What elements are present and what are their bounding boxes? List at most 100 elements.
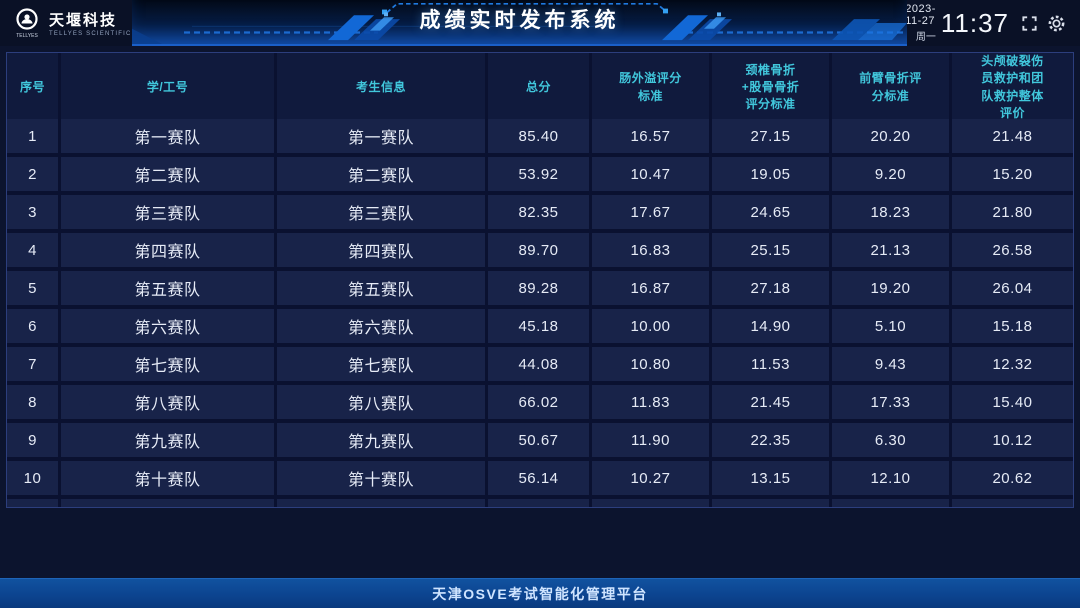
cell-seq: 4	[7, 233, 58, 267]
cell-head-injury: 26.58	[952, 233, 1073, 267]
col-header-bowel-spill: 肠外溢评分 标准	[592, 53, 709, 123]
cell-seq: 5	[7, 271, 58, 305]
table-row: 4 第四赛队 第四赛队 89.70 16.83 25.15 21.13 26.58	[7, 233, 1073, 267]
cell-cervical-femur: 13.15	[712, 461, 829, 495]
cell-total: 85.40	[488, 119, 589, 153]
cell-candidate: 第一赛队	[277, 119, 485, 153]
cell-seq: 10	[7, 461, 58, 495]
cell-bowel-spill: 10.00	[592, 309, 709, 343]
topbar: TELLYES 天堰科技 TELLYES SCIENTIFIC	[0, 0, 1080, 46]
cell-total: 53.92	[488, 157, 589, 191]
cell-seq: 3	[7, 195, 58, 229]
cell-bowel-spill	[592, 499, 709, 507]
cell-bowel-spill: 10.47	[592, 157, 709, 191]
score-table: 序号 学/工号 考生信息 总分 肠外溢评分 标准 颈椎骨折 +股骨骨折 评分标准…	[6, 52, 1074, 508]
fullscreen-icon[interactable]	[1021, 15, 1038, 32]
cell-total: 50.67	[488, 423, 589, 457]
logo-title: 天堰科技	[49, 12, 118, 29]
cell-id: 第十赛队	[61, 461, 274, 495]
table-header: 序号 学/工号 考生信息 总分 肠外溢评分 标准 颈椎骨折 +股骨骨折 评分标准…	[7, 53, 1073, 123]
table-row: 9 第九赛队 第九赛队 50.67 11.90 22.35 6.30 10.12	[7, 423, 1073, 457]
cell-forearm: 5.10	[832, 309, 949, 343]
cell-candidate: 第九赛队	[277, 423, 485, 457]
topbar-right: 2023-11-27 周一 11:37	[905, 0, 1080, 46]
svg-text:TELLYES: TELLYES	[16, 33, 38, 39]
date-label: 2023-11-27	[905, 3, 936, 27]
cell-forearm: 17.33	[832, 385, 949, 419]
settings-icon[interactable]	[1047, 14, 1066, 33]
cell-head-injury: 26.04	[952, 271, 1073, 305]
table-row: 6 第六赛队 第六赛队 45.18 10.00 14.90 5.10 15.18	[7, 309, 1073, 343]
cell-bowel-spill: 11.83	[592, 385, 709, 419]
cell-candidate: 第五赛队	[277, 271, 485, 305]
table-row: 1 第一赛队 第一赛队 85.40 16.57 27.15 20.20 21.48	[7, 119, 1073, 153]
cell-id: 第四赛队	[61, 233, 274, 267]
cell-total: 56.14	[488, 461, 589, 495]
cell-id: 第二赛队	[61, 157, 274, 191]
cell-seq: 6	[7, 309, 58, 343]
cell-candidate: 第二赛队	[277, 157, 485, 191]
cell-seq: 7	[7, 347, 58, 381]
col-header-head-injury: 头颅破裂伤 员救护和团 队救护整体 评价	[952, 53, 1073, 123]
table-row: 10 第十赛队 第十赛队 56.14 10.27 13.15 12.10 20.62	[7, 461, 1073, 495]
col-header-seq: 序号	[7, 53, 58, 123]
table-body: 1 第一赛队 第一赛队 85.40 16.57 27.15 20.20 21.48 2 第二赛队第…	[7, 119, 1073, 495]
cell-seq: 2	[7, 157, 58, 191]
table-row: 2 第二赛队 第二赛队 53.92 10.47 19.05 9.20 15.20	[7, 157, 1073, 191]
cell-total: 45.18	[488, 309, 589, 343]
cell-bowel-spill: 10.27	[592, 461, 709, 495]
title-banner: 成绩实时发布系统	[132, 0, 907, 46]
cell-bowel-spill: 16.87	[592, 271, 709, 305]
cell-cervical-femur	[712, 499, 829, 507]
cell-cervical-femur: 27.15	[712, 119, 829, 153]
cell-id: 第一赛队	[61, 119, 274, 153]
cell-seq: 9	[7, 423, 58, 457]
cell-candidate: 第十赛队	[277, 461, 485, 495]
cell-forearm: 9.20	[832, 157, 949, 191]
cell-forearm: 20.20	[832, 119, 949, 153]
cell-forearm: 9.43	[832, 347, 949, 381]
cell-total	[488, 499, 589, 507]
cell-candidate: 第八赛队	[277, 385, 485, 419]
weekday-label: 周一	[915, 32, 936, 43]
cell-bowel-spill: 16.57	[592, 119, 709, 153]
cell-candidate: 第六赛队	[277, 309, 485, 343]
cell-head-injury	[952, 499, 1073, 507]
cell-id: 第八赛队	[61, 385, 274, 419]
cell-candidate: 第七赛队	[277, 347, 485, 381]
cell-head-injury: 20.62	[952, 461, 1073, 495]
cell-total: 89.28	[488, 271, 589, 305]
table-row-partial	[7, 499, 1073, 507]
cell-cervical-femur: 19.05	[712, 157, 829, 191]
cell-candidate: 第三赛队	[277, 195, 485, 229]
col-header-candidate: 考生信息	[277, 53, 485, 123]
table-row: 3 第三赛队 第三赛队 82.35 17.67 24.65 18.23 21.80	[7, 195, 1073, 229]
cell-id	[61, 499, 274, 507]
datetime: 2023-11-27 周一 11:37	[905, 3, 1009, 43]
cell-cervical-femur: 24.65	[712, 195, 829, 229]
cell-cervical-femur: 21.45	[712, 385, 829, 419]
cell-cervical-femur: 14.90	[712, 309, 829, 343]
cell-seq: 8	[7, 385, 58, 419]
cell-head-injury: 12.32	[952, 347, 1073, 381]
cell-cervical-femur: 25.15	[712, 233, 829, 267]
col-header-id: 学/工号	[61, 53, 274, 123]
cell-forearm: 19.20	[832, 271, 949, 305]
cell-forearm	[832, 499, 949, 507]
col-header-forearm: 前臂骨折评 分标准	[832, 53, 949, 123]
logo: TELLYES 天堰科技 TELLYES SCIENTIFIC	[0, 0, 132, 46]
footer: 天津OSVE考试智能化管理平台	[0, 578, 1080, 608]
cell-id: 第三赛队	[61, 195, 274, 229]
col-header-cervical-femur: 颈椎骨折 +股骨骨折 评分标准	[712, 53, 829, 123]
cell-bowel-spill: 17.67	[592, 195, 709, 229]
cell-head-injury: 15.20	[952, 157, 1073, 191]
cell-cervical-femur: 22.35	[712, 423, 829, 457]
cell-seq	[7, 499, 58, 507]
time-label: 11:37	[940, 8, 1009, 38]
table-row: 7 第七赛队 第七赛队 44.08 10.80 11.53 9.43 12.32	[7, 347, 1073, 381]
cell-seq: 1	[7, 119, 58, 153]
table-row: 8 第八赛队 第八赛队 66.02 11.83 21.45 17.33 15.40	[7, 385, 1073, 419]
cell-head-injury: 21.48	[952, 119, 1073, 153]
cell-bowel-spill: 10.80	[592, 347, 709, 381]
